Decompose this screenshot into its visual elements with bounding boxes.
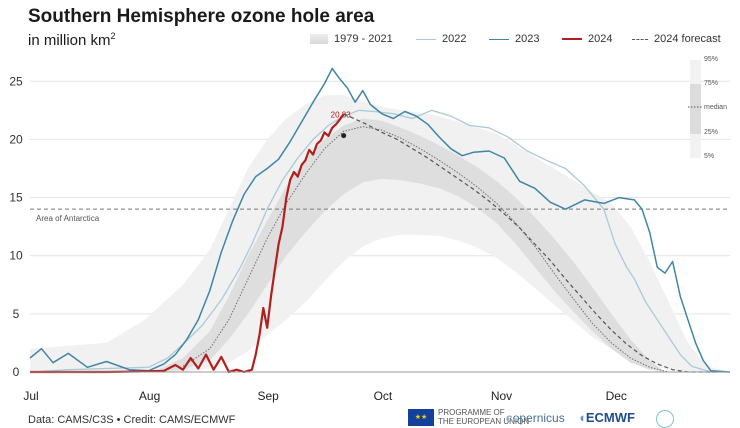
chart-title: Southern Hemisphere ozone hole area xyxy=(28,6,375,27)
line-2023 xyxy=(29,67,731,373)
line-2022 xyxy=(29,109,730,373)
percentile-key: 95% 75% median 25% 5% xyxy=(688,56,727,160)
data-credit: Data: CAMS/C3S • Credit: CAMS/ECMWF xyxy=(28,414,236,426)
pkey-inner-swatch xyxy=(690,84,701,134)
legend-label-2022: 2022 xyxy=(442,33,467,45)
y-tick-label-15: 15 xyxy=(9,191,23,205)
y-tick-label-25: 25 xyxy=(9,74,23,88)
c3s-logo xyxy=(656,410,674,428)
chart-subtitle: in million km2 xyxy=(28,31,116,49)
x-tick-label-dec: Dec xyxy=(606,389,627,403)
eu-text-2: THE EUROPEAN UNION xyxy=(438,417,530,426)
copernicus-text: opernicus xyxy=(512,411,565,425)
latest-value-label: 20.33 xyxy=(331,111,352,120)
line-2024 xyxy=(30,113,345,374)
band-swatch xyxy=(310,34,328,44)
legend-label-2024: 2024 xyxy=(588,33,613,45)
y-tick-label-20: 20 xyxy=(9,132,23,146)
median-line xyxy=(182,126,669,373)
line-2024-forecast xyxy=(343,113,719,373)
series-lines xyxy=(29,67,731,374)
line-2023-swatch xyxy=(489,38,509,40)
legend-item-band: 1979 - 2021 xyxy=(310,33,393,45)
antarctica-reference: Area of Antarctica xyxy=(30,208,730,223)
eu-flag-icon: ★★ xyxy=(408,408,434,426)
pkey-label-3: 25% xyxy=(704,129,718,136)
x-tick-label-aug: Aug xyxy=(139,389,160,403)
c3s-circle-icon xyxy=(656,410,674,428)
line-2024-swatch xyxy=(562,38,582,40)
subtitle-text: in million km xyxy=(28,32,111,49)
legend-label-2023: 2023 xyxy=(515,33,540,45)
y-tick-label-0: 0 xyxy=(13,365,20,379)
climatology-bands xyxy=(30,95,730,372)
x-tick-label-jul: Jul xyxy=(23,389,38,403)
y-tick-label-10: 10 xyxy=(9,249,23,263)
eu-text-1: PROGRAMME OF xyxy=(438,408,505,417)
pkey-label-2: median xyxy=(704,104,727,111)
x-tick-label-sep: Sep xyxy=(257,389,279,403)
y-tick-label-5: 5 xyxy=(13,307,20,321)
chart-axes: 0 5 10 15 20 25 Jul Aug Sep Oct Nov Dec xyxy=(9,74,730,403)
pkey-label-0: 95% xyxy=(704,56,718,63)
legend-item-2022: 2022 xyxy=(416,33,466,45)
legend-item-2024: 2024 xyxy=(562,33,612,45)
legend-label-forecast: 2024 forecast xyxy=(654,33,721,45)
chart-annotation: 20.33 xyxy=(331,111,352,139)
legend-label-band: 1979 - 2021 xyxy=(334,33,393,45)
legend-item-2023: 2023 xyxy=(489,33,539,45)
line-forecast-swatch xyxy=(632,38,648,40)
latest-value-marker xyxy=(341,133,347,139)
copernicus-c-icon: c xyxy=(506,411,513,425)
line-2022-swatch xyxy=(416,38,436,40)
eu-logo: ★★ PROGRAMME OF THE EUROPEAN UNION xyxy=(408,408,529,426)
subtitle-superscript: 2 xyxy=(110,31,116,41)
ecmwf-arc-icon: ◖ xyxy=(578,410,586,425)
ecmwf-logo: ◖ECMWF xyxy=(578,410,635,425)
x-tick-label-oct: Oct xyxy=(374,389,393,403)
pkey-label-4: 5% xyxy=(704,153,714,160)
ecmwf-text: ECMWF xyxy=(585,410,635,425)
x-tick-label-nov: Nov xyxy=(491,389,512,403)
legend-item-forecast: 2024 forecast xyxy=(632,33,721,45)
antarctica-label: Area of Antarctica xyxy=(36,214,100,223)
copernicus-logo: copernicus xyxy=(506,411,565,425)
pkey-label-1: 75% xyxy=(704,80,718,87)
